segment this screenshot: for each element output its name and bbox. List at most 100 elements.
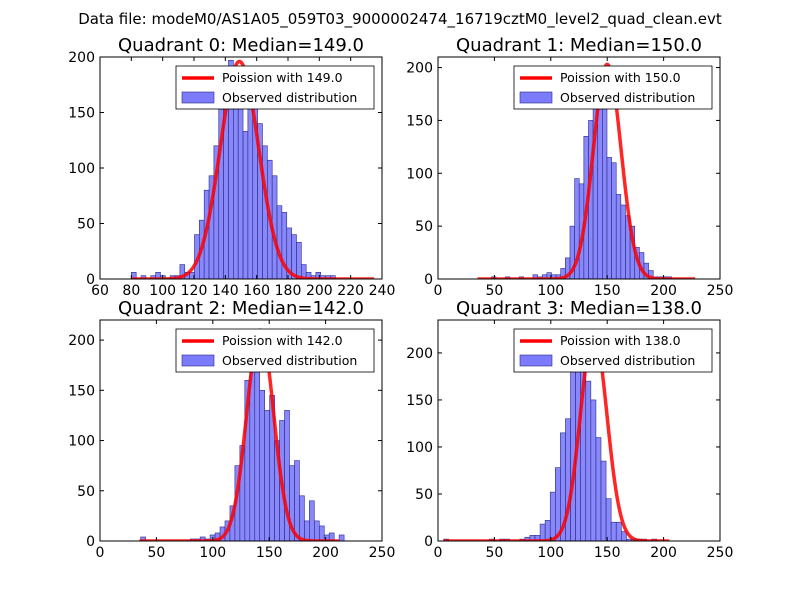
x-tick-label: 80 <box>122 283 140 299</box>
x-tick-label: 100 <box>537 283 564 299</box>
legend: Poission with 138.0 Observed distribution <box>513 328 713 373</box>
quadrant-3-chart: Quadrant 3: Median=138.0 0 50 100 150 200 250 0… <box>406 298 733 561</box>
x-tick-label: 0 <box>96 545 105 561</box>
y-tick-label: 100 <box>406 166 433 182</box>
legend: Poission with 150.0 Observed distribution <box>513 65 713 110</box>
legend-bar-swatch <box>181 91 215 104</box>
poisson-curve-line <box>139 328 340 541</box>
bar <box>549 491 556 541</box>
legend-label: Observed distribution <box>222 90 357 105</box>
y-tick-label: 50 <box>415 219 433 235</box>
bar <box>602 98 608 279</box>
y-tick-label: 50 <box>415 487 433 503</box>
legend-bar-swatch <box>181 354 215 367</box>
bar <box>605 498 612 541</box>
bar <box>294 460 300 541</box>
y-tick-label: 50 <box>77 217 95 233</box>
quadrant-1-chart: Quadrant 1: Median=150.0 0 50 100 150 200 250 0… <box>406 35 733 299</box>
y-tick-label: 100 <box>68 161 95 177</box>
x-tick-label: 250 <box>707 283 734 299</box>
bars-group <box>443 347 658 541</box>
bar <box>242 131 249 279</box>
y-tick-label: 100 <box>68 434 95 450</box>
bar <box>600 460 607 541</box>
axes-frame <box>99 319 383 542</box>
bar <box>296 242 302 279</box>
bar <box>314 520 320 541</box>
bar <box>179 264 186 279</box>
legend-label: Observed distribution <box>222 353 357 368</box>
chart-title: Quadrant 2: Median=142.0 <box>118 298 364 319</box>
x-tick-label: 50 <box>485 283 503 299</box>
legend-label: Poission with 150.0 <box>560 70 681 85</box>
x-tick-label: 120 <box>181 283 208 299</box>
bar <box>595 437 602 541</box>
y-tick-label: 0 <box>424 272 433 288</box>
x-tick-label: 50 <box>485 545 503 561</box>
y-tick-label: 150 <box>68 383 95 399</box>
legend-label: Observed distribution <box>560 353 695 368</box>
bar <box>304 520 310 541</box>
y-tick-label: 150 <box>406 393 433 409</box>
x-tick-label: 0 <box>434 545 443 561</box>
x-tick-label: 140 <box>212 283 239 299</box>
quadrant-2-chart: Quadrant 2: Median=142.0 0 50 100 150 200 250 0… <box>68 298 395 561</box>
x-tick-label: 160 <box>243 283 270 299</box>
legend: Poission with 142.0 Observed distribution <box>175 328 375 373</box>
bar <box>539 523 546 541</box>
bar <box>318 525 325 541</box>
bar <box>585 380 592 541</box>
bar <box>276 205 283 279</box>
x-tick-label: 200 <box>650 283 677 299</box>
x-tick-label: 200 <box>650 545 677 561</box>
x-tick-label: 100 <box>149 283 176 299</box>
y-tick-label: 0 <box>86 534 95 550</box>
bar <box>301 264 307 279</box>
bar <box>264 410 270 541</box>
x-tick-label: 220 <box>337 283 364 299</box>
bars-group <box>140 329 345 541</box>
chart-title: Quadrant 0: Median=149.0 <box>118 35 364 56</box>
bar <box>615 521 622 541</box>
bar <box>237 101 244 279</box>
y-tick-label: 0 <box>86 272 95 288</box>
axes-frame <box>437 319 721 542</box>
bar <box>620 204 626 279</box>
x-tick-label: 250 <box>707 545 734 561</box>
x-tick-label: 150 <box>594 283 621 299</box>
chart-title: Quadrant 1: Median=150.0 <box>456 35 702 56</box>
y-tick-label: 200 <box>68 333 95 349</box>
legend-label: Poission with 149.0 <box>222 70 343 85</box>
x-tick-label: 100 <box>537 545 564 561</box>
legend-bar-swatch <box>519 91 553 104</box>
legend-label: Poission with 142.0 <box>222 333 343 348</box>
x-tick-label: 250 <box>369 545 396 561</box>
legend: Poission with 149.0 Observed distribution <box>175 65 375 110</box>
y-tick-label: 200 <box>406 61 433 77</box>
quadrant-0-chart: Quadrant 0: Median=149.0 60 80 100 120 140 160… <box>68 35 395 299</box>
y-tick-label: 200 <box>406 346 433 362</box>
x-tick-label: 60 <box>91 283 109 299</box>
y-tick-label: 150 <box>68 106 95 122</box>
bar <box>611 162 617 279</box>
bar <box>610 521 617 541</box>
bar <box>309 500 315 541</box>
y-tick-label: 200 <box>68 50 95 66</box>
figure-title: Data file: modeM0/AS1A05_059T03_90000024… <box>78 10 722 29</box>
y-tick-label: 0 <box>424 534 433 550</box>
x-tick-label: 50 <box>147 545 165 561</box>
x-tick-label: 200 <box>312 545 339 561</box>
bar <box>262 145 268 279</box>
x-tick-label: 0 <box>434 283 443 299</box>
x-tick-label: 100 <box>199 545 226 561</box>
x-tick-label: 200 <box>306 283 333 299</box>
bar <box>338 534 345 541</box>
legend-bar-swatch <box>519 354 553 367</box>
x-tick-label: 180 <box>275 283 302 299</box>
y-tick-label: 50 <box>77 484 95 500</box>
bar <box>620 531 627 541</box>
bar <box>259 390 265 541</box>
poisson-curve-line <box>443 330 670 541</box>
